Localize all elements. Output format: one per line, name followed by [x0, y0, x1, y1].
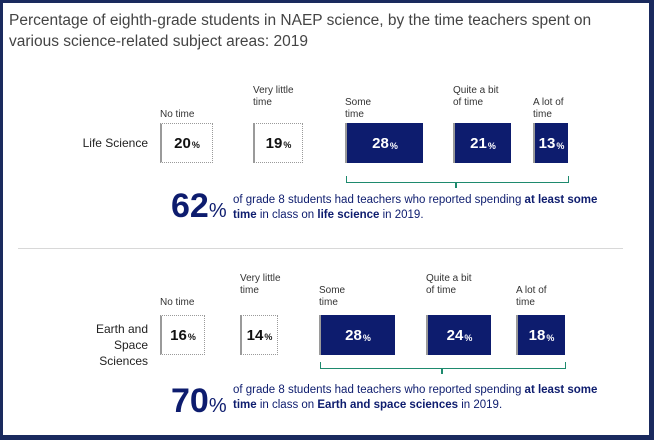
category-label-no-time: No time — [160, 297, 195, 308]
bracket — [320, 362, 566, 369]
summary-statement: of grade 8 students had teachers who rep… — [233, 383, 603, 413]
statement-text: in 2019. — [458, 399, 503, 411]
percent-sign: % — [362, 333, 371, 343]
bar-value: 20 — [174, 134, 191, 152]
chart-panel: Percentage of eighth-grade students in N… — [3, 3, 649, 435]
summary-percent: % — [208, 395, 227, 417]
summary-statement: of grade 8 students had teachers who rep… — [233, 193, 603, 223]
statement-text: in class on — [256, 399, 318, 411]
percent-sign: % — [487, 141, 496, 151]
bracket-tick — [455, 182, 457, 188]
bar-value: 28 — [372, 134, 389, 152]
statement-emphasis: at least some time — [233, 384, 598, 411]
statement-text: in class on — [256, 209, 318, 221]
bar-value: 28 — [345, 326, 362, 344]
bar-very-little-time: 19% — [253, 123, 303, 163]
summary-number: 70 — [171, 382, 209, 420]
chart-title: Percentage of eighth-grade students in N… — [9, 12, 592, 50]
bar-no-time: 16% — [160, 315, 205, 355]
category-label-quite-a-bit: Quite a bit of time — [426, 273, 472, 296]
statement-emphasis: at least some time — [233, 194, 598, 221]
statement-subject: life science — [317, 209, 380, 221]
category-label-a-lot: A lot of time — [533, 97, 564, 120]
bar-a-lot: 13% — [533, 123, 568, 163]
statement-subject: Earth and space sciences — [317, 399, 459, 411]
summary-value: 70% — [171, 384, 227, 423]
percent-sign: % — [556, 141, 565, 151]
subject-label: Life Science — [82, 136, 148, 150]
bracket-tick — [441, 368, 443, 374]
summary-percent: % — [208, 200, 227, 222]
subject-label: Earth and Space Sciences — [95, 322, 148, 368]
category-label-very-little-time: Very little time — [240, 273, 281, 296]
bar-quite-a-bit: 24% — [426, 315, 491, 355]
percent-sign: % — [187, 332, 196, 342]
bar-some-time: 28% — [319, 315, 395, 355]
percent-sign: % — [464, 333, 473, 343]
bar-quite-a-bit: 21% — [453, 123, 511, 163]
summary-value: 62% — [171, 189, 227, 228]
summary-number: 62 — [171, 187, 209, 225]
percent-sign: % — [283, 140, 292, 150]
percent-sign: % — [191, 140, 200, 150]
bar-value: 21 — [470, 134, 487, 152]
statement-text: of grade 8 students had teachers who rep… — [233, 194, 525, 206]
life-science-row: Life Science No time Very little time So… — [3, 83, 649, 243]
bar-value: 18 — [528, 326, 546, 344]
bar-value: 13 — [538, 134, 556, 152]
percent-sign: % — [546, 333, 555, 343]
divider — [18, 248, 623, 249]
category-label-a-lot: A lot of time — [516, 285, 547, 308]
bar-some-time: 28% — [345, 123, 423, 163]
bar-very-little-time: 14% — [240, 315, 278, 355]
percent-sign: % — [264, 332, 273, 342]
statement-text: of grade 8 students had teachers who rep… — [233, 384, 525, 396]
bar-value: 24 — [446, 326, 464, 344]
statement-text: in 2019. — [379, 209, 424, 221]
category-label-some-time: Some time — [319, 285, 346, 308]
earth-space-row: Earth and Space Sciences No time Very li… — [3, 271, 649, 431]
bar-a-lot: 18% — [516, 315, 565, 355]
percent-sign: % — [389, 141, 398, 151]
bar-value: 19 — [265, 134, 283, 152]
bar-value: 14 — [246, 326, 264, 344]
category-label-some-time: Some time — [345, 97, 372, 120]
bracket — [346, 176, 569, 183]
category-label-very-little-time: Very little time — [253, 85, 294, 108]
category-label-no-time: No time — [160, 109, 195, 120]
category-label-quite-a-bit: Quite a bit of time — [453, 85, 499, 108]
bar-value: 16 — [170, 326, 187, 344]
bar-no-time: 20% — [160, 123, 213, 163]
